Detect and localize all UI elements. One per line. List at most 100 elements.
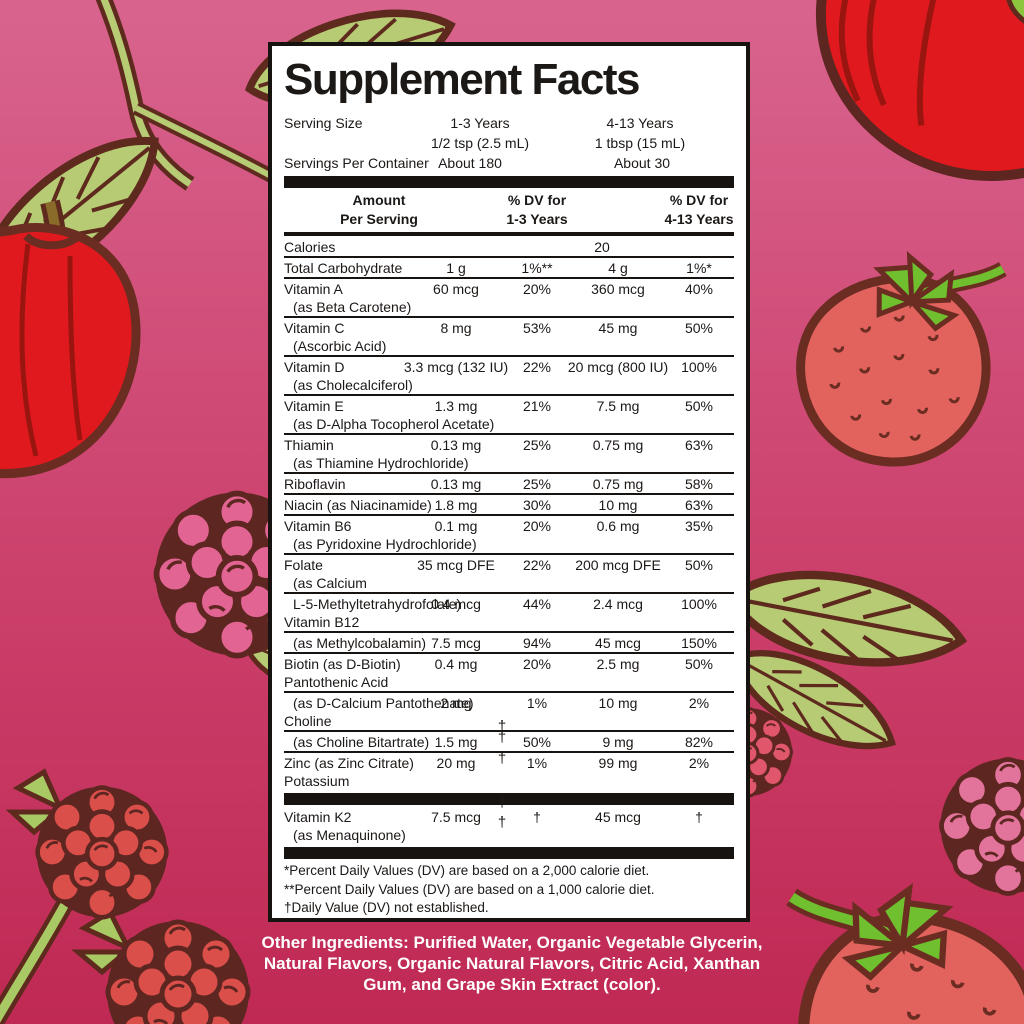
apple-left [0,199,141,478]
dv-4-13: 100% [681,596,717,612]
amount-1-3: 8 mg [440,320,472,336]
facts-row: (as Calcium [284,574,734,592]
amount-1-3: 1 g [446,260,466,276]
serving-info: Serving Size 1-3 Years 4-13 Years 1/2 ts… [284,113,734,173]
dagger-mark: † [497,718,507,735]
nutrient-name: Vitamin A [284,281,343,297]
serving-size-label: Serving Size [284,115,363,131]
row-divider [284,592,734,594]
dagger-mark: † [497,729,507,746]
nutrient-name: (as Menaquinone) [293,827,406,843]
facts-row: Choline † [284,712,734,735]
amount-4-13: 99 mg [598,755,638,771]
dv-1-3: † [533,809,541,825]
facts-row: Zinc (as Zinc Citrate) 20 mg † 1% 99 mg 2% [284,750,734,772]
dv-4-13: 50% [684,320,714,336]
facts-row: (as D-Calcium Pantothenate) 2 mg 1% 10 mg 2% [284,694,734,712]
facts-row: Vitamin E 1.3 mg 21% 7.5 mg 50% [284,397,734,415]
dv-1-3: 1% [526,755,548,771]
thick-divider [284,847,734,859]
dagger-mark: † [497,750,507,767]
facts-row: (as D-Alpha Tocopherol Acetate) [284,415,734,433]
facts-row: (as Pyridoxine Hydrochloride) [284,535,734,553]
amount-4-13: 0.75 mg [592,437,644,453]
nutrient-name: (as D-Calcium Pantothenate) [293,695,474,711]
row-divider [284,751,734,753]
amount-1-3: 2 mg [440,695,472,711]
row-divider [284,691,734,693]
header-per-serving: Per Serving [340,211,418,227]
leaf-corner-top-right [1006,0,1024,24]
dv-1-3: 22% [522,359,552,375]
dv-1-3: 25% [522,476,552,492]
table-header: Amount % DV for % DV for Per Serving 1-3… [284,191,734,229]
amount-1-3: 0.4 mcg [431,596,481,612]
amount-4-13: 4 g [608,260,628,276]
row-divider [284,433,734,435]
facts-row: (as Cholecalciferol) [284,376,734,394]
facts-row: Thiamin 0.13 mg 25% 0.75 mg 63% [284,436,734,454]
amount-1-3: 20 mg [436,755,476,771]
amount-1-3: 35 mcg DFE [417,557,495,573]
dv-4-13: 58% [684,476,714,492]
facts-row: Potassium [284,772,734,790]
amount-1-3: 3.3 mcg (132 IU) [403,359,509,375]
nutrient-name: Biotin (as D-Biotin) [284,656,401,672]
dv-4-13: 2% [688,695,710,711]
amount-1-3: 0.13 mg [430,437,482,453]
nutrient-name: Vitamin E [284,398,344,414]
servings-count-1: About 180 [438,155,502,171]
facts-row: (as Thiamine Hydrochloride) [284,454,734,472]
facts-row: Total Carbohydrate 1 g 1%** 4 g 1%* [284,259,734,277]
facts-row: (as Beta Carotene) [284,298,734,316]
nutrient-name: Total Carbohydrate [284,260,403,276]
raspberries-bottom-left [0,768,249,1024]
header-age-1-3: 1-3 Years [506,211,568,227]
dv-1-3: 20% [522,281,552,297]
row-divider [284,730,734,732]
nutrient-name: Zinc (as Zinc Citrate) [284,755,414,771]
nutrient-name: (as Thiamine Hydrochloride) [293,455,469,471]
thick-divider-top [284,176,734,188]
dv-1-3: 53% [522,320,552,336]
amount-1-3: 0.1 mg [434,518,478,534]
nutrient-name: Choline [284,713,332,729]
nutrient-name: (as Calcium [293,575,367,591]
footnote-3: †Daily Value (DV) not established. [284,900,489,915]
nutrient-name: (as Cholecalciferol) [293,377,413,393]
raspberry-bottom-right [941,759,1024,894]
footnote-2: **Percent Daily Values (DV) are based on… [284,881,655,897]
nutrient-name: L-5-Methyltetrahydrofolate) [293,596,462,612]
header-dv-1-3: % DV for [507,192,567,208]
facts-row: Riboflavin 0.13 mg 25% 0.75 mg 58% [284,475,734,493]
amount-4-13: 2.5 mg [596,656,640,672]
dv-4-13: 35% [684,518,714,534]
facts-row: (as Choline Bitartrate) 1.5 mg † 50% 9 mg 82% [284,729,734,751]
dv-4-13: 100% [681,359,717,375]
servings-count-2: About 30 [613,155,671,171]
facts-table: Calories 20 Total Carbohydrate 1 g 1%** 4 g 1%… [284,238,734,859]
dv-1-3: 44% [522,596,552,612]
dv-1-3: 25% [522,437,552,453]
dv-1-3: 30% [522,497,552,513]
facts-row: Calories 20 [284,238,734,256]
dagger-mark: † [497,814,507,831]
amount-1-3: 7.5 mcg [431,809,481,825]
dv-1-3: 1% [526,695,548,711]
nutrient-name: Calories [284,239,336,255]
amount-1-3: 0.4 mg [434,656,478,672]
facts-row: Niacin (as Niacinamide) 1.8 mg 30% 10 mg 63% [284,496,734,514]
nutrient-name: (Ascorbic Acid) [293,338,387,354]
dv-4-13: 63% [684,497,714,513]
amount-4-13: 10 mg [598,695,638,711]
dv-4-13: † [695,809,703,825]
dv-1-3: 20% [522,656,552,672]
nutrient-name: (as Choline Bitartrate) [293,734,430,750]
row-divider [284,355,734,357]
servings-per-container-label: Servings Per Container [284,155,429,171]
row-divider [284,316,734,318]
apple-top-right [815,0,1024,181]
dv-1-3: 21% [522,398,552,414]
dv-4-13: 40% [684,281,714,297]
